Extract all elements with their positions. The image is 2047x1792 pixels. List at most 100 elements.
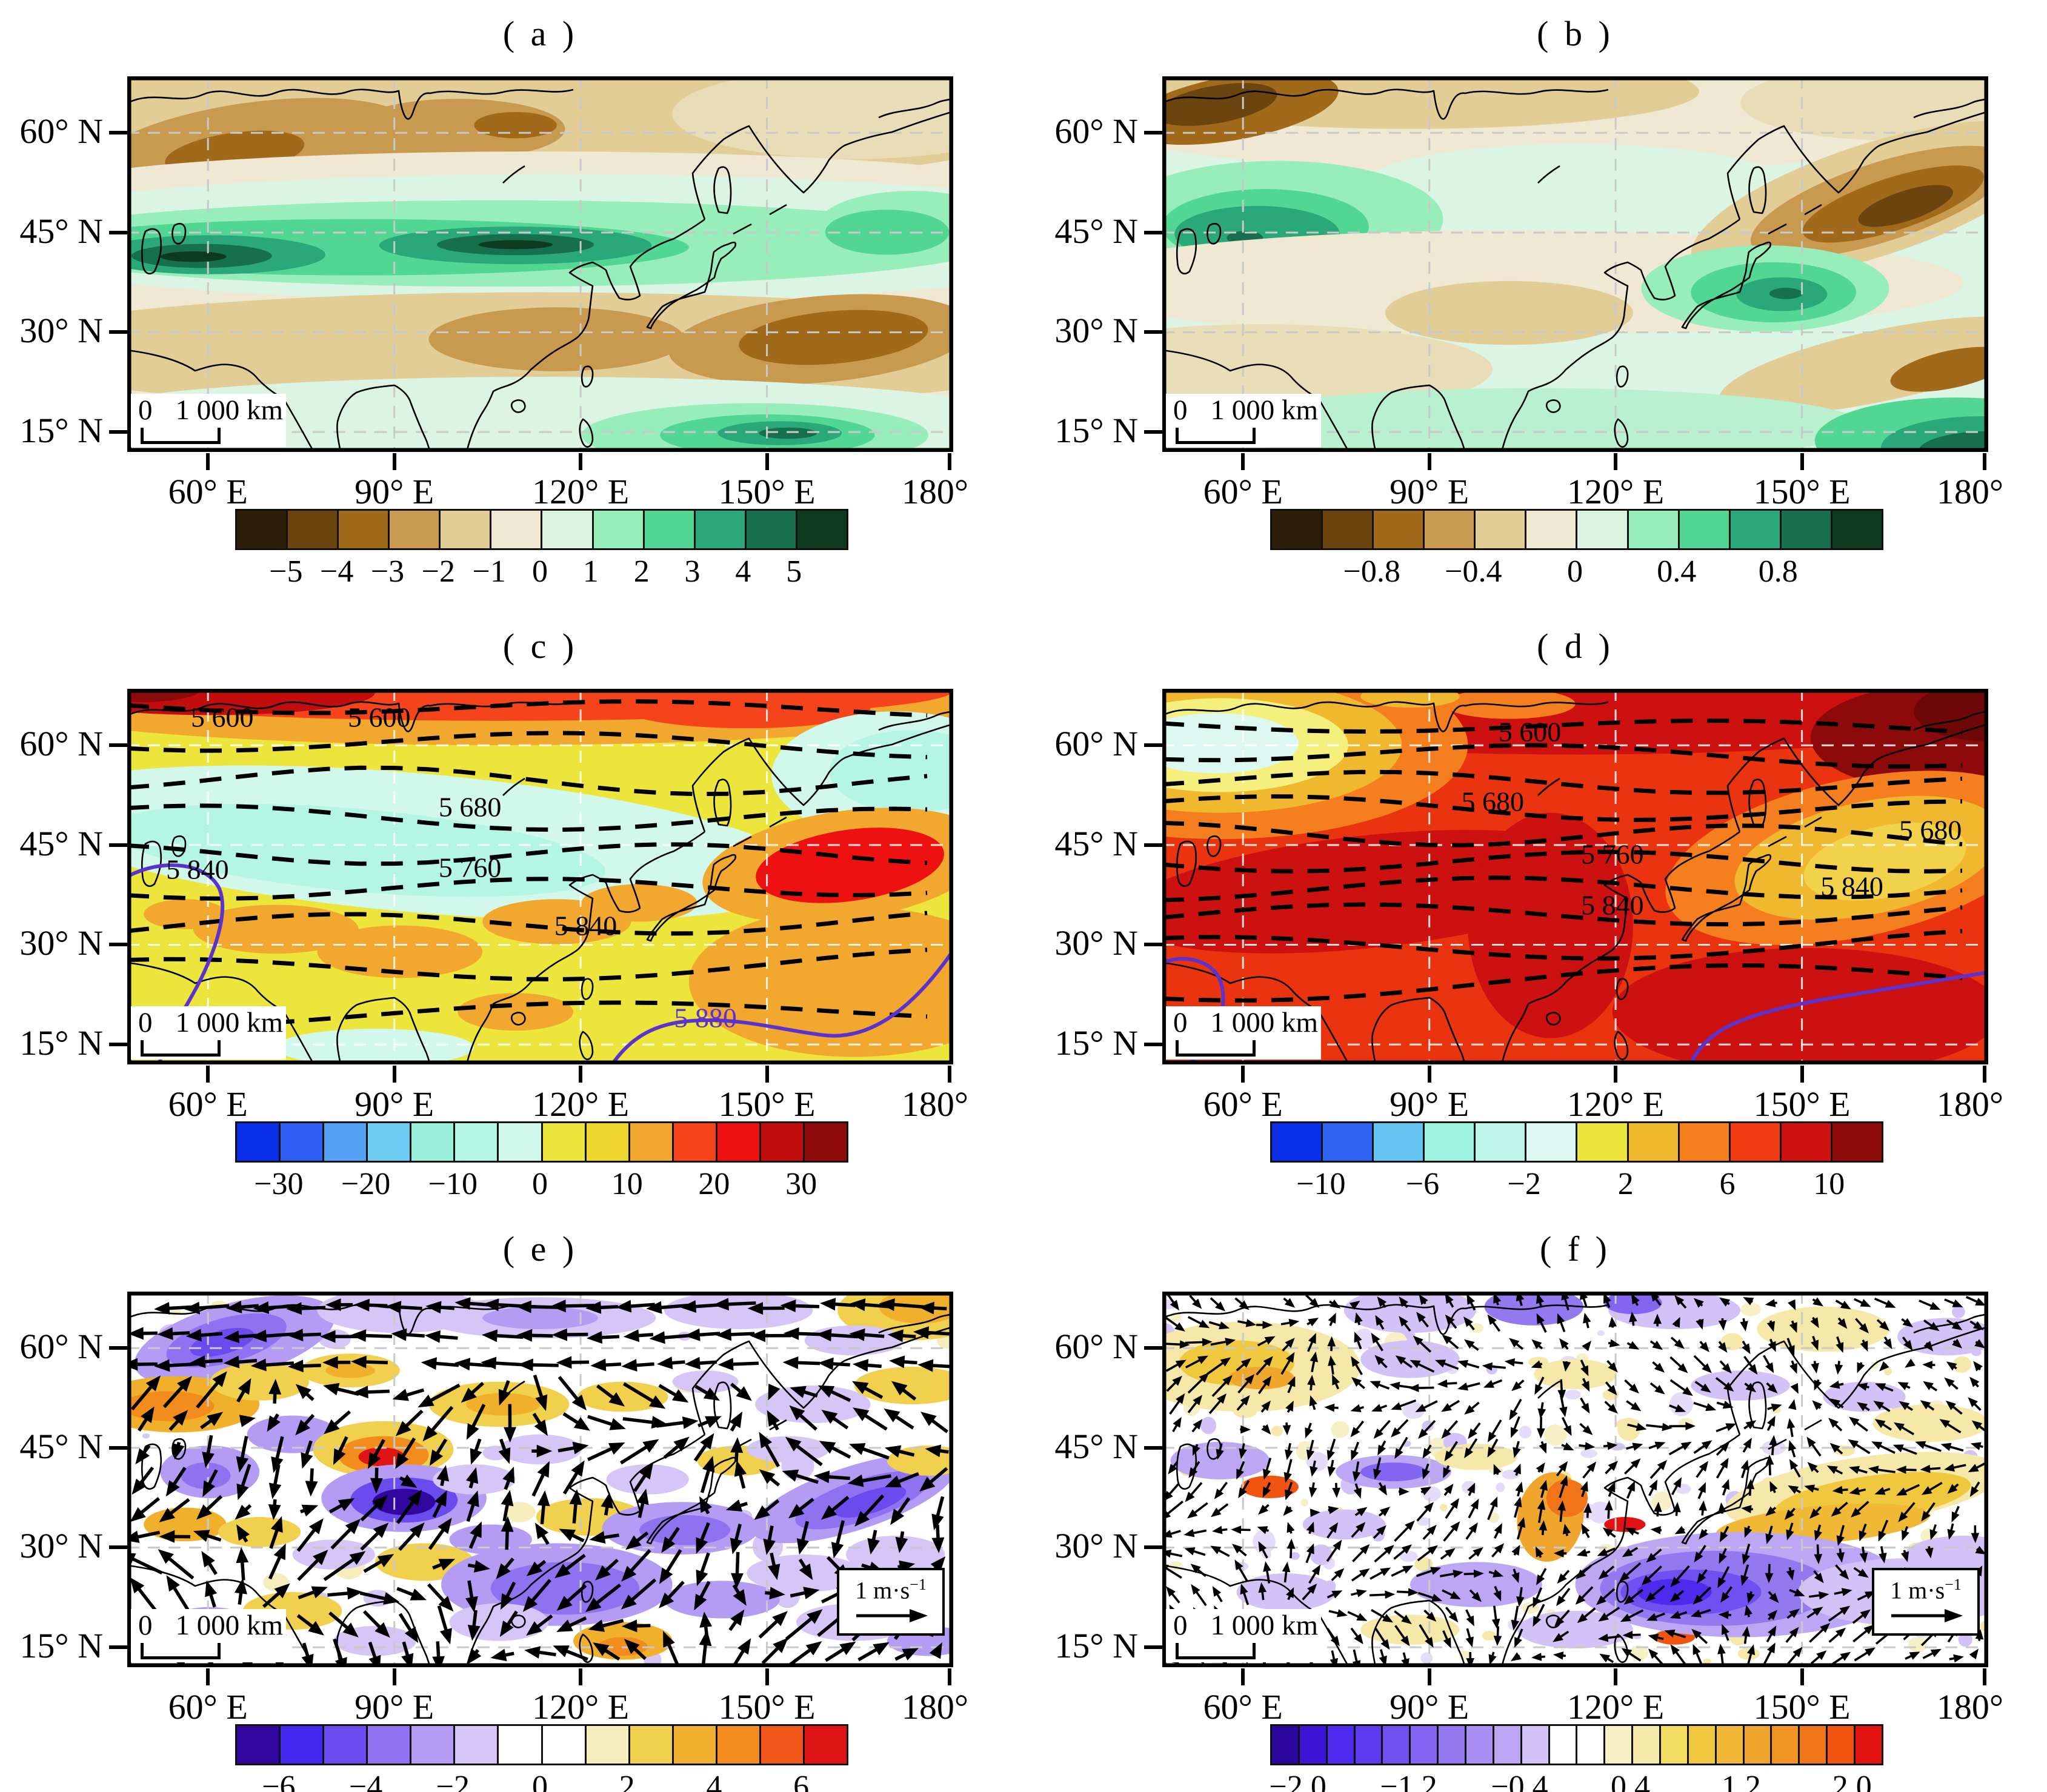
contour-label: 5 680 <box>1899 814 1962 845</box>
colorbar-segment <box>1374 511 1425 548</box>
map-canvas-f <box>1162 1292 1988 1667</box>
colorbar-tick-label: 0 <box>532 1167 548 1201</box>
lon-tick-label: 120° E <box>1567 1687 1665 1727</box>
colorbar-segment <box>1856 1726 1882 1764</box>
lon-tick-mark <box>1800 1066 1804 1083</box>
lat-tick-mark <box>1144 743 1162 748</box>
lon-tick-mark <box>1983 1668 1986 1685</box>
colorbar-tick-label: −5 <box>269 554 303 589</box>
colorbar-segment <box>673 1123 717 1161</box>
colorbar-b <box>1270 509 1883 550</box>
colorbar-tick-label: 2.0 <box>1832 1770 1872 1792</box>
colorbar-tick-label: 6 <box>1719 1167 1736 1201</box>
lon-tick-label: 180° <box>901 1084 969 1124</box>
colorbar-tick-label: −0.8 <box>1343 554 1400 589</box>
colorbar-tick-label: −6 <box>262 1770 296 1792</box>
lat-tick-label: 45° N <box>19 1426 103 1466</box>
lon-tick-label: 150° E <box>1753 1687 1851 1727</box>
colorbar-tick-label: −1.2 <box>1380 1770 1437 1792</box>
reference-arrow-label: 1 m·s−1 <box>839 1571 942 1604</box>
colorbar-c <box>235 1121 848 1163</box>
contour-fill-field <box>127 76 953 452</box>
lat-tick-label: 45° N <box>1054 211 1138 251</box>
colorbar-segment <box>1730 511 1782 548</box>
lon-tick-mark <box>206 1668 210 1685</box>
scale-distance-label: 1 000 km <box>175 1007 284 1038</box>
scale-distance-label: 1 000 km <box>1210 1007 1319 1038</box>
colorbar-segment <box>1522 1726 1550 1764</box>
colorbar-e <box>235 1724 848 1765</box>
map-canvas-d <box>1162 689 1988 1064</box>
lon-tick-label: 150° E <box>718 1687 816 1727</box>
lat-tick-mark <box>1144 1346 1162 1350</box>
contour-label: 5 760 <box>1581 838 1644 870</box>
contour-label: 5 600 <box>190 702 254 732</box>
colorbar-segment <box>797 511 847 548</box>
colorbar-segment <box>390 511 441 548</box>
lon-tick-label: 60° E <box>1203 1084 1283 1124</box>
lon-tick-label: 90° E <box>1390 472 1470 511</box>
colorbar-segment <box>1661 1726 1689 1764</box>
contour-label: 5 880 <box>674 1002 737 1033</box>
colorbar-segment <box>1633 1726 1662 1764</box>
reference-value: 1 m·s <box>1890 1576 1945 1604</box>
scale-bar-text: 0 1 000 km <box>131 1006 286 1038</box>
lat-tick-mark <box>1144 843 1162 847</box>
colorbar-tick-label: −10 <box>428 1167 478 1201</box>
lon-tick-label: 180° <box>1936 1687 2004 1727</box>
contour-label: 5 840 <box>554 910 617 941</box>
lon-tick-mark <box>765 1668 769 1685</box>
map-canvas-b <box>1162 76 1988 452</box>
colorbar-tick-label: 1.2 <box>1721 1770 1761 1792</box>
scale-bar: 0 1 000 km <box>1166 1609 1321 1662</box>
lat-tick-label: 60° N <box>1054 1327 1138 1367</box>
colorbar-segment <box>1549 1726 1578 1764</box>
colorbar-segment <box>1716 1726 1745 1764</box>
colorbar-f <box>1270 1724 1883 1765</box>
colorbar-segment <box>1730 1123 1782 1161</box>
lat-tick-label: 60° N <box>19 724 103 764</box>
colorbar-segment <box>1272 511 1323 548</box>
colorbar-segment <box>324 1726 368 1764</box>
colorbar-ticks-b: −0.8 −0.4 0 0.4 0.8 <box>1270 554 1912 590</box>
lon-tick-label: 120° E <box>532 472 630 511</box>
contour-label: 5 840 <box>1581 889 1644 920</box>
colorbar-segment <box>411 1123 456 1161</box>
lon-tick-label: 60° E <box>168 1084 248 1124</box>
colorbar-tick-label: 0.4 <box>1611 1770 1650 1792</box>
colorbar-segment <box>1679 1123 1731 1161</box>
coastlines <box>1162 88 1988 452</box>
panel-title: ( f ) <box>1540 1229 1611 1269</box>
lon-tick-mark <box>1241 1066 1245 1083</box>
wind-vectors <box>127 1297 953 1667</box>
coastlines <box>127 88 953 452</box>
colorbar-tick-label: 30 <box>785 1167 817 1201</box>
reference-arrow-icon <box>856 1609 928 1623</box>
lat-tick-label: 30° N <box>19 1526 103 1566</box>
colorbar-segment <box>1272 1726 1300 1764</box>
colorbar-segment <box>761 1123 805 1161</box>
colorbar-segment <box>455 1726 499 1764</box>
lat-tick-mark <box>1144 131 1162 135</box>
colorbar-segment <box>1494 1726 1522 1764</box>
colorbar-segment <box>1374 1123 1425 1161</box>
colorbar-tick-label: 10 <box>1813 1167 1845 1201</box>
scale-bar-text: 0 1 000 km <box>1166 394 1321 425</box>
colorbar-tick-label: 5 <box>786 554 802 589</box>
lon-tick-label: 120° E <box>532 1084 630 1124</box>
colorbar-tick-label: −4 <box>320 554 354 589</box>
colorbar-tick-label: 3 <box>684 554 701 589</box>
contour-fill-field <box>1162 76 1988 452</box>
colorbar-segment <box>455 1123 499 1161</box>
panel-title: ( a ) <box>502 14 578 53</box>
lon-tick-label: 120° E <box>1567 1084 1665 1124</box>
lon-tick-label: 180° <box>1936 1084 2004 1124</box>
lon-tick-label: 90° E <box>354 472 434 511</box>
colorbar-tick-label: −10 <box>1296 1167 1346 1201</box>
lon-tick-label: 90° E <box>354 1084 434 1124</box>
colorbar-segment <box>542 1726 587 1764</box>
lat-tick-mark <box>1144 1645 1162 1650</box>
scale-distance-label: 1 000 km <box>175 1610 284 1641</box>
colorbar-segment <box>746 511 797 548</box>
colorbar-segment <box>1628 1123 1680 1161</box>
